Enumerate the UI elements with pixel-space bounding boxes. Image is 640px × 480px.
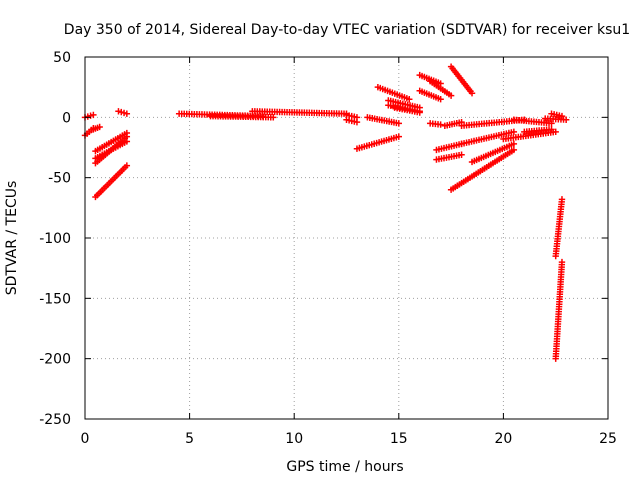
data-point	[468, 90, 476, 97]
x-tick-label: 15	[390, 431, 408, 447]
data-point	[123, 110, 131, 117]
x-tick-label: 0	[81, 431, 90, 447]
y-tick-label: -50	[48, 171, 71, 187]
y-tick-label: -250	[39, 412, 71, 428]
data-point	[395, 120, 402, 127]
data-series-arc-10	[207, 112, 277, 121]
y-tick-label: 50	[53, 50, 71, 66]
data-series-arc-24	[447, 63, 476, 97]
data-series-arc-17	[385, 97, 423, 111]
data-point	[558, 112, 566, 120]
data-point	[510, 146, 518, 154]
x-tick-label: 20	[494, 431, 512, 447]
data-point	[510, 140, 518, 148]
y-axis-label: SDTVAR / TECUs	[4, 181, 20, 296]
data-point	[548, 120, 555, 127]
data-series-arc-35	[542, 115, 570, 123]
data-point	[395, 133, 402, 140]
data-series-arc-32	[500, 128, 559, 143]
data-series-arc-01	[81, 124, 97, 139]
data-series-arc-33	[510, 116, 555, 127]
data-series-arc-14	[353, 133, 402, 152]
data-series-arc-02	[81, 111, 97, 121]
data-series-arc-03	[90, 123, 103, 133]
data-point	[123, 162, 131, 169]
data-point	[123, 129, 131, 137]
data-series-arc-38	[552, 258, 566, 362]
y-tick-label: 0	[62, 110, 71, 126]
data-point	[123, 138, 131, 145]
data-series-arc-08	[115, 108, 131, 117]
data-point	[548, 126, 555, 133]
data-series-arc-15	[364, 114, 402, 127]
data-series-arc-06	[92, 129, 131, 155]
data-point	[416, 109, 423, 116]
data-series-arc-34	[521, 126, 555, 136]
data-series-arc-19	[391, 104, 423, 116]
data-series-arc-31	[458, 116, 528, 129]
y-tick-label: -150	[39, 291, 71, 307]
x-tick-label: 10	[285, 431, 303, 447]
data-point	[96, 123, 103, 131]
data-series-arc-37	[552, 196, 566, 260]
y-tick-label: -200	[39, 352, 71, 368]
x-axis-label: GPS time / hours	[286, 459, 403, 475]
data-point	[437, 121, 444, 128]
data-series-arc-13	[343, 116, 361, 126]
data-point	[562, 116, 570, 123]
data-series-arc-22	[416, 87, 444, 103]
axis-ticks: 0 5 10 15 20 25 -250 -200 -150 -100 -50 0 50	[39, 50, 617, 447]
data-point	[270, 114, 277, 121]
data-series-arc-27	[441, 118, 465, 129]
y-tick-label: -100	[39, 231, 71, 247]
data-point	[558, 196, 566, 203]
x-tick-label: 5	[185, 431, 194, 447]
data-point	[558, 258, 566, 266]
data-series-arc-23	[426, 120, 444, 128]
grid-lines	[85, 57, 608, 419]
data-point	[90, 111, 97, 119]
data-series-arc-05	[92, 138, 131, 162]
chart-title: Day 350 of 2014, Sidereal Day-to-day VTE…	[64, 22, 630, 38]
data-points	[81, 63, 570, 362]
data-point	[447, 92, 455, 99]
data-series-arc-26	[433, 151, 465, 163]
data-point	[353, 118, 361, 126]
data-series-arc-16	[374, 83, 413, 103]
data-series-arc-28	[447, 146, 518, 193]
data-point	[552, 128, 559, 136]
data-series-arc-36	[548, 110, 566, 120]
data-point	[510, 128, 518, 136]
x-tick-label: 25	[599, 431, 617, 447]
data-series-arc-29	[458, 128, 518, 148]
data-point	[458, 151, 465, 158]
data-point	[406, 96, 413, 103]
data-series-arc-30	[468, 140, 518, 166]
data-point	[437, 96, 444, 103]
data-series-arc-21	[426, 77, 455, 99]
data-series-arc-07	[92, 162, 131, 201]
data-series-arc-25	[433, 140, 465, 154]
